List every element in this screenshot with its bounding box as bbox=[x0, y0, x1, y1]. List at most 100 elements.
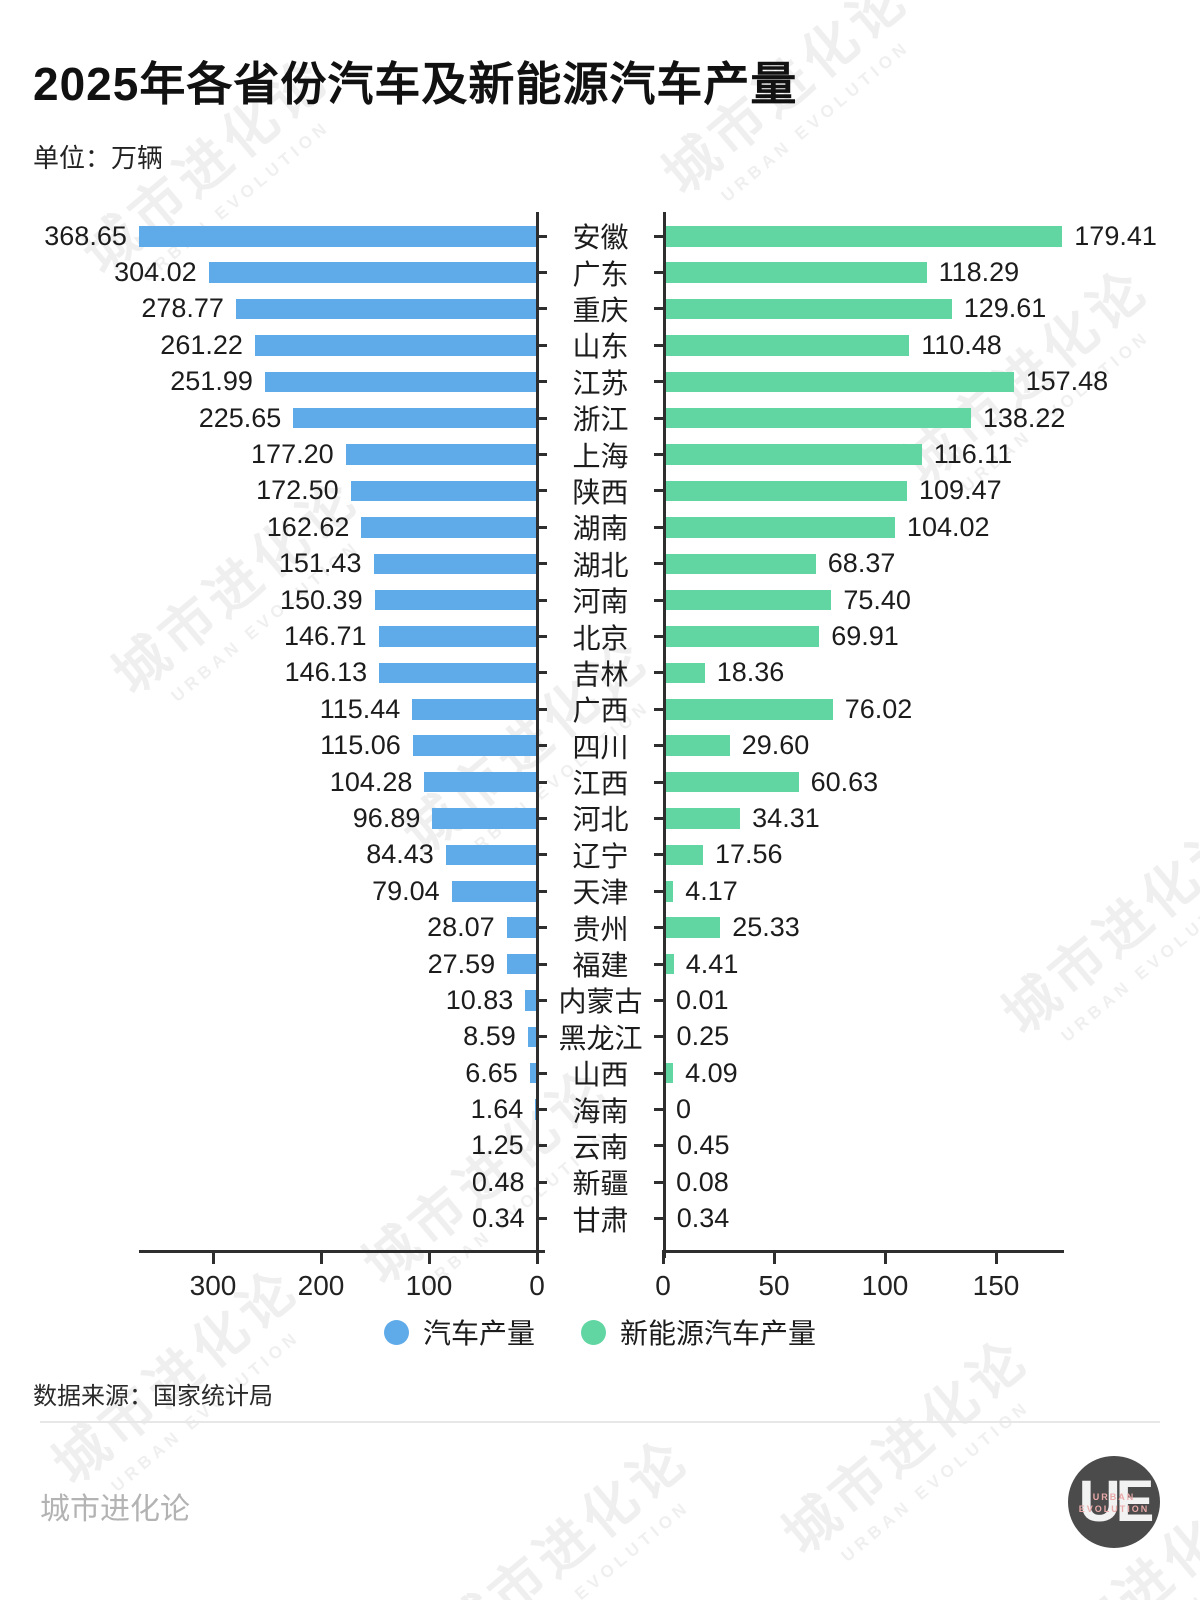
footer-brand: 城市进化论 bbox=[40, 1493, 190, 1526]
left-axis-row-tick bbox=[537, 816, 547, 820]
province-cell: 甘肃 bbox=[537, 1201, 664, 1237]
province-label: 浙江 bbox=[572, 404, 629, 436]
right-axis-row-tick bbox=[654, 1035, 664, 1039]
auto-cell: 172.50 bbox=[0, 473, 537, 509]
left-axis-tick-200-tick bbox=[319, 1253, 323, 1264]
chart-row: 368.65 安徽 179.41 bbox=[0, 218, 1200, 254]
auto-value-label: 261.22 bbox=[160, 329, 243, 360]
auto-bar bbox=[529, 1062, 537, 1084]
nev-cell: 110.48 bbox=[664, 327, 1200, 363]
chart-row: 115.06 四川 29.60 bbox=[0, 727, 1200, 763]
auto-cell: 84.43 bbox=[0, 837, 537, 873]
auto-value-label: 6.65 bbox=[465, 1057, 518, 1088]
right-axis-row-tick bbox=[654, 1108, 664, 1112]
nev-value-label: 0.08 bbox=[676, 1166, 729, 1197]
nev-value-label: 4.17 bbox=[685, 875, 738, 906]
province-label: 四川 bbox=[572, 731, 629, 763]
auto-value-label: 251.99 bbox=[170, 366, 253, 397]
right-axis-row-tick bbox=[654, 307, 664, 311]
nev-cell: 17.56 bbox=[664, 837, 1200, 873]
auto-cell: 151.43 bbox=[0, 546, 537, 582]
right-axis-row-tick bbox=[654, 489, 664, 493]
nev-bar bbox=[664, 335, 910, 356]
nev-cell: 0.45 bbox=[664, 1128, 1200, 1164]
nev-value-label: 0 bbox=[676, 1094, 692, 1125]
right-axis-row-tick bbox=[654, 416, 664, 420]
auto-value-label: 10.83 bbox=[445, 984, 514, 1015]
left-axis-row-tick bbox=[537, 416, 547, 420]
province-cell: 广东 bbox=[537, 254, 664, 290]
right-axis-row-tick bbox=[654, 780, 664, 784]
left-axis-row-tick bbox=[537, 598, 547, 602]
right-axis-row-tick bbox=[654, 525, 664, 529]
nev-bar bbox=[664, 626, 820, 647]
left-axis-tick-100-tick bbox=[427, 1253, 431, 1264]
nev-cell: 157.48 bbox=[664, 364, 1200, 400]
province-label: 内蒙古 bbox=[558, 986, 643, 1018]
auto-bar bbox=[432, 808, 537, 829]
auto-value-label: 8.59 bbox=[463, 1021, 516, 1052]
auto-cell: 278.77 bbox=[0, 291, 537, 327]
chart-row: 6.65 山西 4.09 bbox=[0, 1055, 1200, 1091]
auto-value-label: 225.65 bbox=[198, 402, 282, 433]
nev-cell: 104.02 bbox=[664, 509, 1200, 545]
nev-value-label: 75.40 bbox=[843, 584, 911, 615]
legend-item-auto: 汽车产量 bbox=[383, 1312, 535, 1352]
auto-value-label: 368.65 bbox=[44, 220, 127, 251]
province-label: 吉林 bbox=[572, 658, 629, 690]
province-label: 湖南 bbox=[572, 513, 629, 545]
nev-bar bbox=[664, 1062, 674, 1084]
auto-bar bbox=[350, 480, 537, 502]
province-cell: 湖北 bbox=[537, 546, 664, 582]
province-label: 海南 bbox=[572, 1095, 629, 1127]
page-title: 2025年各省份汽车及新能源汽车产量 bbox=[33, 58, 798, 110]
auto-cell: 104.28 bbox=[0, 764, 537, 800]
nev-cell: 34.31 bbox=[664, 800, 1200, 836]
auto-value-label: 151.43 bbox=[278, 548, 362, 579]
left-axis-row-tick bbox=[537, 1144, 547, 1148]
auto-value-label: 115.06 bbox=[320, 730, 401, 761]
nev-cell: 68.37 bbox=[664, 546, 1200, 582]
right-axis-tick-50-tick bbox=[772, 1253, 776, 1264]
auto-bar bbox=[361, 517, 537, 538]
province-label: 河南 bbox=[572, 586, 629, 618]
right-axis-row-tick bbox=[654, 707, 664, 711]
left-axis-row-tick bbox=[537, 271, 547, 275]
right-axis-tick-0-tick bbox=[661, 1253, 665, 1264]
left-axis-row-tick bbox=[537, 889, 547, 893]
province-cell: 湖南 bbox=[537, 509, 664, 545]
auto-bar bbox=[379, 662, 537, 684]
right-axis-tick-150-tick bbox=[994, 1253, 998, 1264]
nev-cell: 0.08 bbox=[664, 1164, 1200, 1200]
auto-cell: 115.44 bbox=[0, 691, 537, 727]
auto-value-label: 79.04 bbox=[372, 875, 440, 906]
auto-bar bbox=[445, 844, 537, 866]
chart-row: 0.48 新疆 0.08 bbox=[0, 1164, 1200, 1200]
chart-row: 115.44 广西 76.02 bbox=[0, 691, 1200, 727]
left-axis-row-tick bbox=[537, 453, 547, 457]
province-cell: 上海 bbox=[537, 436, 664, 472]
auto-bar bbox=[412, 699, 537, 720]
right-axis-row-tick bbox=[654, 271, 664, 275]
nev-value-label: 104.02 bbox=[906, 511, 990, 542]
legend-dot-auto-icon bbox=[383, 1319, 409, 1345]
province-cell: 浙江 bbox=[537, 400, 664, 436]
right-axis-row-tick bbox=[654, 598, 664, 602]
right-axis-row-tick bbox=[654, 671, 664, 675]
nev-cell: 76.02 bbox=[664, 691, 1200, 727]
auto-bar bbox=[374, 589, 537, 611]
auto-bar bbox=[208, 262, 537, 283]
nev-value-label: 4.41 bbox=[685, 948, 739, 979]
auto-bar bbox=[235, 298, 537, 320]
left-axis-tick-100-label: 100 bbox=[405, 1270, 453, 1301]
province-label: 山西 bbox=[572, 1059, 629, 1091]
auto-value-label: 304.02 bbox=[114, 257, 197, 288]
right-axis-row-tick bbox=[654, 1144, 664, 1148]
chart-row: 177.20 上海 116.11 bbox=[0, 436, 1200, 472]
province-cell: 辽宁 bbox=[537, 837, 664, 873]
auto-value-label: 150.39 bbox=[280, 584, 363, 615]
province-label: 湖北 bbox=[572, 549, 629, 581]
chart-row: 104.28 江西 60.63 bbox=[0, 764, 1200, 800]
